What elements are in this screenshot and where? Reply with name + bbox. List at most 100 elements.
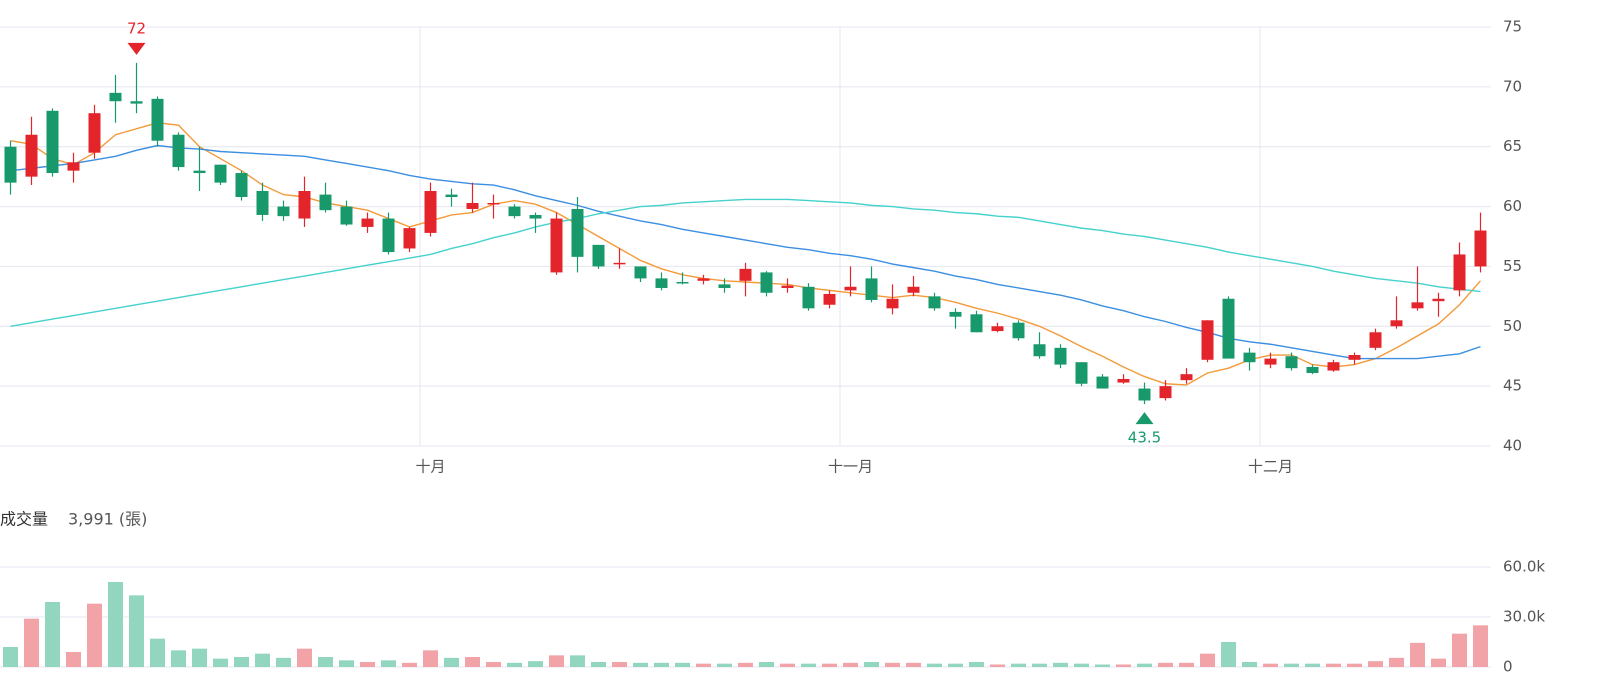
candle-body <box>1243 352 1256 363</box>
candle-body <box>319 194 332 211</box>
volume-bar <box>1347 663 1362 667</box>
volume-bar <box>864 662 879 667</box>
volume-bar <box>423 650 438 667</box>
volume-bar <box>255 653 270 667</box>
candle-body <box>592 244 605 267</box>
candle-body <box>424 191 437 233</box>
volume-bar <box>885 662 900 667</box>
y-tick-label: 0 <box>1503 658 1513 676</box>
volume-bar <box>1032 663 1047 667</box>
candle-body <box>382 218 395 253</box>
moving-average-line <box>10 198 1481 327</box>
candle-body <box>949 311 962 317</box>
candle-body <box>676 281 689 284</box>
volume-bar <box>444 657 459 667</box>
candle-body <box>130 101 143 104</box>
volume-bar <box>87 603 102 667</box>
volume-bar <box>696 663 711 667</box>
volume-bar <box>1158 662 1173 667</box>
candle-body <box>1390 320 1403 327</box>
volume-bar <box>759 662 774 667</box>
volume-bar <box>717 663 732 667</box>
candle-body <box>403 228 416 249</box>
x-tick-label: 十月 <box>415 458 445 476</box>
candle-body <box>508 206 521 217</box>
volume-bar <box>108 582 123 667</box>
volume-bar <box>360 662 375 667</box>
moving-average-line <box>10 144 1481 360</box>
candle-body <box>445 194 458 197</box>
volume-bar <box>948 663 963 667</box>
volume-bar <box>1326 663 1341 667</box>
candle-body <box>991 326 1004 332</box>
volume-bar <box>738 662 753 667</box>
candle-body <box>172 134 185 168</box>
candle-body <box>487 202 500 205</box>
candle-body <box>1306 366 1319 373</box>
candle-body <box>907 286 920 293</box>
volume-bar <box>465 657 480 667</box>
volume-bar <box>1095 664 1110 667</box>
candle-body <box>781 285 794 288</box>
candle-body <box>970 314 983 333</box>
candle-body <box>529 214 542 219</box>
candle-body <box>1012 322 1025 339</box>
volume-bar <box>1410 642 1425 667</box>
candle-body <box>865 278 878 300</box>
volume-bar <box>801 663 816 667</box>
volume-bar <box>612 662 627 667</box>
candle-body <box>1285 356 1298 369</box>
candle-body <box>1432 298 1445 302</box>
candle-body <box>88 113 101 153</box>
low-label: 43.5 <box>1128 429 1161 447</box>
candle-body <box>697 278 710 281</box>
candle-body <box>277 206 290 217</box>
candle-body <box>1054 347 1067 365</box>
volume-bar <box>1200 653 1215 667</box>
volume-bar <box>24 618 39 667</box>
volume-bar <box>1221 642 1236 667</box>
volume-bar <box>591 662 606 667</box>
candle-body <box>760 272 773 293</box>
candle-body <box>634 266 647 279</box>
volume-bar <box>1116 664 1131 667</box>
volume-bar <box>45 602 60 667</box>
candle-body <box>193 170 206 174</box>
volume-title: 成交量 <box>0 510 48 529</box>
volume-bar <box>1242 662 1257 667</box>
volume-bar <box>906 662 921 667</box>
volume-bar <box>129 595 144 667</box>
candle-body <box>109 92 122 102</box>
candle-body <box>1075 362 1088 384</box>
volume-bar <box>66 652 81 667</box>
volume-bar <box>1473 625 1488 667</box>
candle-body <box>1369 332 1382 348</box>
candle-body <box>1180 374 1193 381</box>
candle-body <box>550 218 563 273</box>
candle-body <box>214 164 227 183</box>
candle-body <box>340 206 353 225</box>
volume-bar <box>927 663 942 667</box>
volume-bar <box>549 655 564 667</box>
volume-bar <box>570 655 585 667</box>
volume-bar <box>1011 663 1026 667</box>
volume-bar <box>234 657 249 667</box>
candle-body <box>4 146 17 183</box>
y-tick-label: 60.0k <box>1503 558 1545 576</box>
candle-body <box>1138 388 1151 401</box>
volume-bar <box>1263 663 1278 667</box>
candle-body <box>802 286 815 309</box>
volume-bar <box>1368 661 1383 667</box>
y-tick-label: 65 <box>1503 137 1522 155</box>
volume-bar <box>1137 663 1152 667</box>
volume-bar <box>297 648 312 667</box>
volume-bar <box>1305 663 1320 667</box>
low-marker <box>1135 412 1154 425</box>
volume-bar <box>339 660 354 667</box>
y-tick-label: 45 <box>1503 377 1522 395</box>
candle-body <box>1264 358 1277 365</box>
volume-bar <box>633 662 648 667</box>
volume-bar <box>192 648 207 667</box>
candle-body <box>256 191 269 215</box>
volume-bar <box>1284 663 1299 667</box>
